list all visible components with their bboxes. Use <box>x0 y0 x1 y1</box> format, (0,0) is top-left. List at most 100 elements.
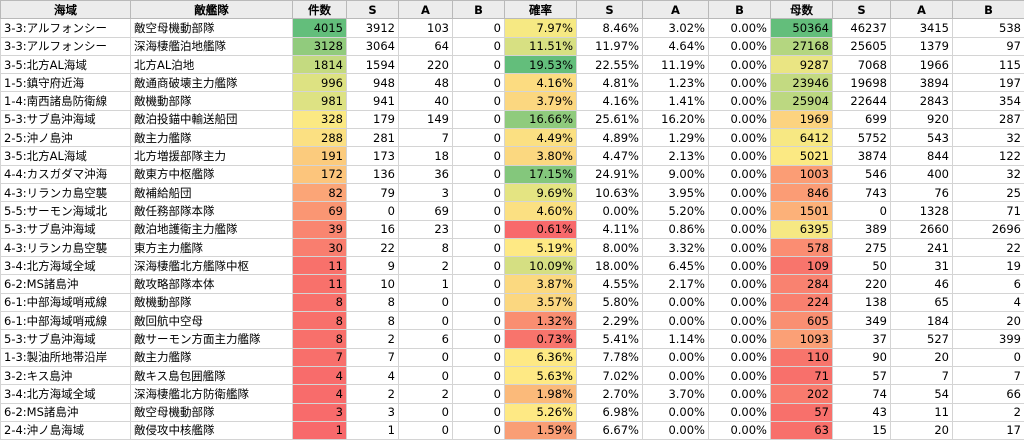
cell-total[interactable]: 202 <box>771 385 833 403</box>
cell-total-b[interactable]: 17 <box>953 421 1024 439</box>
cell-total-b[interactable]: 32 <box>953 129 1024 147</box>
cell-total-s[interactable]: 138 <box>833 293 891 311</box>
header-total-a[interactable]: A <box>891 1 953 19</box>
cell-count-b[interactable]: 0 <box>453 129 505 147</box>
cell-rate[interactable]: 3.57% <box>505 293 577 311</box>
cell-area[interactable]: 5-3:サブ島沖海域 <box>1 330 131 348</box>
cell-total-b[interactable]: 538 <box>953 19 1024 37</box>
header-count-a[interactable]: A <box>399 1 453 19</box>
cell-rate-b[interactable]: 0.00% <box>709 202 771 220</box>
cell-rate-a[interactable]: 0.86% <box>643 220 709 238</box>
cell-total-a[interactable]: 1966 <box>891 55 953 73</box>
cell-count-a[interactable]: 220 <box>399 55 453 73</box>
cell-enemy-fleet[interactable]: 敵任務部隊本隊 <box>131 202 293 220</box>
cell-enemy-fleet[interactable]: 北方増援部隊主力 <box>131 147 293 165</box>
cell-area[interactable]: 3-2:キス島沖 <box>1 366 131 384</box>
cell-count-a[interactable]: 0 <box>399 366 453 384</box>
cell-total-b[interactable]: 115 <box>953 55 1024 73</box>
cell-total-s[interactable]: 19698 <box>833 74 891 92</box>
cell-rate[interactable]: 3.79% <box>505 92 577 110</box>
cell-total[interactable]: 1501 <box>771 202 833 220</box>
cell-enemy-fleet[interactable]: 深海棲艦北方防衛艦隊 <box>131 385 293 403</box>
cell-rate-s[interactable]: 4.11% <box>577 220 643 238</box>
cell-count-b[interactable]: 0 <box>453 385 505 403</box>
header-rate-b[interactable]: B <box>709 1 771 19</box>
cell-area[interactable]: 5-5:サーモン海域北 <box>1 202 131 220</box>
cell-rate-a[interactable]: 0.00% <box>643 293 709 311</box>
cell-rate-a[interactable]: 3.32% <box>643 238 709 256</box>
cell-enemy-fleet[interactable]: 敵侵攻中核艦隊 <box>131 421 293 439</box>
cell-count[interactable]: 82 <box>293 183 347 201</box>
cell-total-b[interactable]: 287 <box>953 110 1024 128</box>
cell-total-s[interactable]: 22644 <box>833 92 891 110</box>
cell-enemy-fleet[interactable]: 敵通商破壊主力艦隊 <box>131 74 293 92</box>
cell-rate-s[interactable]: 4.16% <box>577 92 643 110</box>
cell-area[interactable]: 5-3:サブ島沖海域 <box>1 220 131 238</box>
cell-enemy-fleet[interactable]: 敵サーモン方面主力艦隊 <box>131 330 293 348</box>
header-count[interactable]: 件数 <box>293 1 347 19</box>
cell-rate[interactable]: 5.26% <box>505 403 577 421</box>
cell-enemy-fleet[interactable]: 敵攻略部隊本体 <box>131 275 293 293</box>
cell-total-b[interactable]: 2696 <box>953 220 1024 238</box>
cell-total-a[interactable]: 20 <box>891 421 953 439</box>
cell-total-a[interactable]: 2660 <box>891 220 953 238</box>
cell-rate-b[interactable]: 0.00% <box>709 275 771 293</box>
cell-enemy-fleet[interactable]: 敵泊地護衛主力艦隊 <box>131 220 293 238</box>
cell-total[interactable]: 1003 <box>771 165 833 183</box>
cell-rate-s[interactable]: 5.80% <box>577 293 643 311</box>
cell-rate-s[interactable]: 0.00% <box>577 202 643 220</box>
cell-rate-b[interactable]: 0.00% <box>709 421 771 439</box>
cell-total-b[interactable]: 2 <box>953 403 1024 421</box>
cell-total[interactable]: 71 <box>771 366 833 384</box>
cell-rate-a[interactable]: 9.00% <box>643 165 709 183</box>
cell-rate-b[interactable]: 0.00% <box>709 220 771 238</box>
cell-area[interactable]: 4-3:リランカ島空襲 <box>1 183 131 201</box>
cell-area[interactable]: 1-4:南西諸島防衛線 <box>1 92 131 110</box>
cell-rate-a[interactable]: 3.02% <box>643 19 709 37</box>
cell-count-b[interactable]: 0 <box>453 110 505 128</box>
cell-area[interactable]: 4-4:カスガダマ沖海 <box>1 165 131 183</box>
cell-total-a[interactable]: 1328 <box>891 202 953 220</box>
cell-total-s[interactable]: 74 <box>833 385 891 403</box>
cell-area[interactable]: 6-2:MS諸島沖 <box>1 403 131 421</box>
cell-rate[interactable]: 1.32% <box>505 312 577 330</box>
cell-area[interactable]: 2-4:沖ノ島海域 <box>1 421 131 439</box>
cell-total-a[interactable]: 241 <box>891 238 953 256</box>
cell-count-a[interactable]: 36 <box>399 165 453 183</box>
cell-rate-b[interactable]: 0.00% <box>709 257 771 275</box>
cell-total-a[interactable]: 76 <box>891 183 953 201</box>
cell-count-b[interactable]: 0 <box>453 403 505 421</box>
cell-rate-s[interactable]: 5.41% <box>577 330 643 348</box>
cell-rate-a[interactable]: 3.70% <box>643 385 709 403</box>
cell-rate[interactable]: 5.19% <box>505 238 577 256</box>
cell-area[interactable]: 6-2:MS諸島沖 <box>1 275 131 293</box>
cell-total-b[interactable]: 399 <box>953 330 1024 348</box>
cell-total-b[interactable]: 6 <box>953 275 1024 293</box>
cell-count-s[interactable]: 1 <box>347 421 399 439</box>
cell-count[interactable]: 288 <box>293 129 347 147</box>
cell-count[interactable]: 11 <box>293 275 347 293</box>
cell-count-a[interactable]: 3 <box>399 183 453 201</box>
cell-count-a[interactable]: 1 <box>399 275 453 293</box>
cell-count[interactable]: 172 <box>293 165 347 183</box>
cell-total-a[interactable]: 3894 <box>891 74 953 92</box>
cell-count-a[interactable]: 103 <box>399 19 453 37</box>
cell-rate-s[interactable]: 8.46% <box>577 19 643 37</box>
cell-rate-b[interactable]: 0.00% <box>709 330 771 348</box>
cell-rate-s[interactable]: 6.67% <box>577 421 643 439</box>
cell-count-a[interactable]: 69 <box>399 202 453 220</box>
cell-rate[interactable]: 9.69% <box>505 183 577 201</box>
cell-enemy-fleet[interactable]: 敵機動部隊 <box>131 92 293 110</box>
cell-total-a[interactable]: 20 <box>891 348 953 366</box>
cell-total[interactable]: 23946 <box>771 74 833 92</box>
cell-count-a[interactable]: 0 <box>399 312 453 330</box>
cell-total-s[interactable]: 743 <box>833 183 891 201</box>
cell-count-b[interactable]: 0 <box>453 92 505 110</box>
cell-count[interactable]: 191 <box>293 147 347 165</box>
cell-count-s[interactable]: 2 <box>347 330 399 348</box>
cell-count-b[interactable]: 0 <box>453 238 505 256</box>
cell-total-s[interactable]: 43 <box>833 403 891 421</box>
cell-total-s[interactable]: 220 <box>833 275 891 293</box>
cell-count-s[interactable]: 8 <box>347 293 399 311</box>
cell-count-s[interactable]: 1594 <box>347 55 399 73</box>
